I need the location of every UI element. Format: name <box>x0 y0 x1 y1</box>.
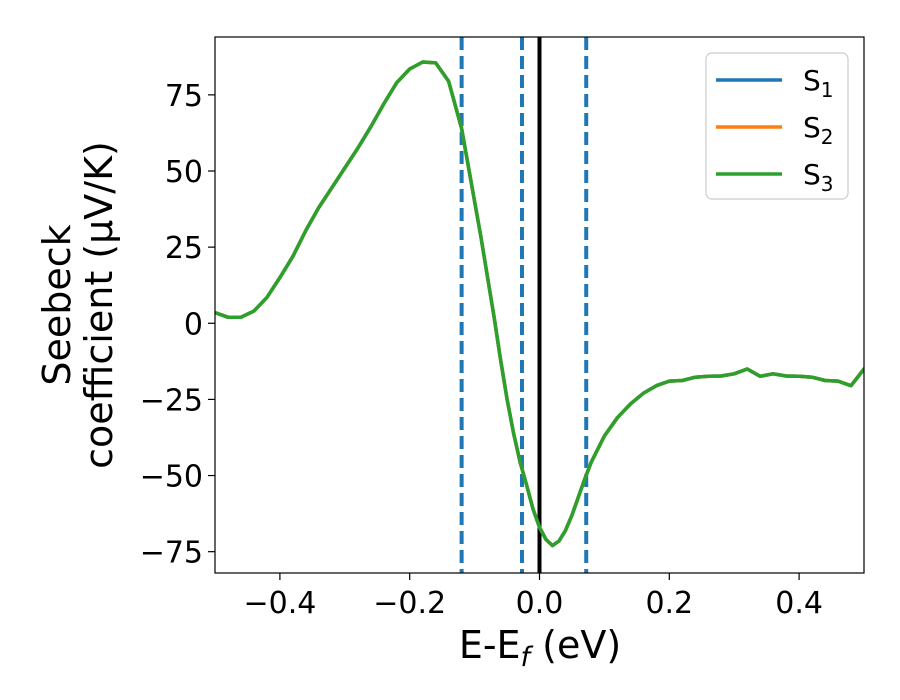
y-axis-label-line2: coefficient (μV/K) <box>77 141 121 469</box>
y-tick-label: −50 <box>140 460 203 495</box>
x-axis-ticks: −0.4 −0.2 0.0 0.2 0.4 <box>243 573 823 621</box>
series-line-s3 <box>215 60 864 548</box>
legend: S1 S2 S3 <box>705 52 849 200</box>
x-tick-label: −0.2 <box>373 586 446 621</box>
x-axis-label: E-Ef (eV) <box>459 623 621 673</box>
x-tick-label: 0.0 <box>516 586 564 621</box>
y-tick-label: 0 <box>184 307 203 342</box>
y-tick-label: −25 <box>140 383 203 418</box>
y-tick-label: 75 <box>165 79 203 114</box>
y-axis-label-line1: Seebeck <box>35 224 79 385</box>
legend-label-s3: S3 <box>803 158 834 196</box>
series-lines <box>215 60 864 548</box>
vertical-reference-lines <box>459 37 589 573</box>
x-tick-label: −0.4 <box>243 586 316 621</box>
y-tick-label: −75 <box>140 536 203 571</box>
y-axis-ticks: 75 50 25 0 −25 −50 −75 <box>140 79 215 571</box>
y-tick-label: 25 <box>165 231 203 266</box>
legend-label-s1: S1 <box>803 64 834 102</box>
y-tick-label: 50 <box>165 155 203 190</box>
x-tick-label: 0.2 <box>645 586 693 621</box>
legend-label-s2: S2 <box>803 111 834 149</box>
x-tick-label: 0.4 <box>775 586 823 621</box>
y-axis-label: Seebeck coefficient (μV/K) <box>35 141 121 469</box>
